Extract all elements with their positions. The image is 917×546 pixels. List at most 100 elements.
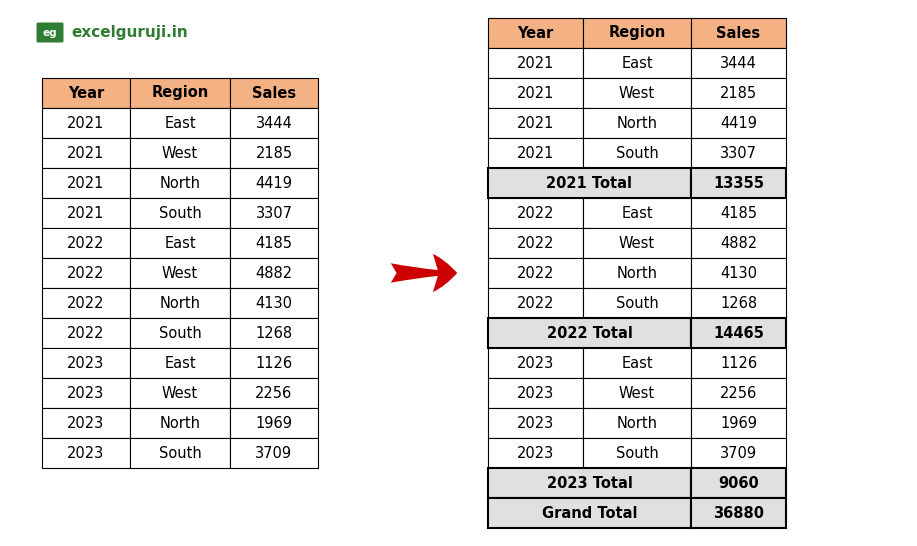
- Bar: [691, 318, 786, 348]
- Text: 2021: 2021: [517, 145, 554, 161]
- Bar: [691, 48, 786, 78]
- Bar: [230, 228, 318, 258]
- Text: 1126: 1126: [256, 355, 293, 371]
- Text: 2022: 2022: [517, 265, 554, 281]
- Text: 2256: 2256: [720, 385, 757, 401]
- Bar: [488, 168, 691, 198]
- Text: 3307: 3307: [256, 205, 293, 221]
- Bar: [42, 168, 130, 198]
- Text: 36880: 36880: [713, 506, 764, 520]
- Bar: [230, 198, 318, 228]
- Text: 2023: 2023: [67, 446, 105, 460]
- Bar: [488, 288, 583, 318]
- Bar: [488, 258, 583, 288]
- Bar: [488, 228, 583, 258]
- Bar: [130, 138, 230, 168]
- Bar: [488, 198, 583, 228]
- Bar: [583, 108, 691, 138]
- Bar: [488, 78, 583, 108]
- FancyBboxPatch shape: [37, 22, 63, 43]
- Bar: [691, 288, 786, 318]
- Text: 1268: 1268: [256, 325, 293, 341]
- Bar: [691, 468, 786, 498]
- Bar: [130, 198, 230, 228]
- Bar: [230, 348, 318, 378]
- Bar: [130, 348, 230, 378]
- Text: 2021: 2021: [517, 56, 554, 70]
- Text: Region: Region: [151, 86, 209, 100]
- Bar: [230, 288, 318, 318]
- Bar: [691, 138, 786, 168]
- Bar: [130, 288, 230, 318]
- Text: 2022: 2022: [67, 295, 105, 311]
- Bar: [488, 318, 691, 348]
- Text: excelguruji.in: excelguruji.in: [71, 25, 188, 40]
- Bar: [130, 78, 230, 108]
- Bar: [488, 438, 583, 468]
- Text: 2023: 2023: [517, 355, 554, 371]
- Bar: [691, 198, 786, 228]
- Text: West: West: [619, 235, 655, 251]
- Text: 2021 Total: 2021 Total: [547, 175, 633, 191]
- Text: 4419: 4419: [720, 116, 757, 130]
- Text: West: West: [619, 385, 655, 401]
- Text: 2021: 2021: [67, 175, 105, 191]
- Text: East: East: [164, 235, 196, 251]
- Bar: [583, 348, 691, 378]
- Text: 2021: 2021: [67, 145, 105, 161]
- Text: Sales: Sales: [716, 26, 760, 40]
- Text: 1969: 1969: [256, 416, 293, 430]
- Bar: [691, 498, 786, 528]
- Bar: [130, 168, 230, 198]
- Text: 1126: 1126: [720, 355, 757, 371]
- Text: West: West: [162, 265, 198, 281]
- Text: East: East: [621, 56, 653, 70]
- Bar: [488, 348, 583, 378]
- Bar: [583, 18, 691, 48]
- Text: North: North: [616, 265, 657, 281]
- Text: 4419: 4419: [256, 175, 293, 191]
- Text: Year: Year: [68, 86, 105, 100]
- Text: 1268: 1268: [720, 295, 757, 311]
- Text: North: North: [616, 116, 657, 130]
- Bar: [691, 408, 786, 438]
- Bar: [583, 138, 691, 168]
- Bar: [42, 348, 130, 378]
- Bar: [583, 378, 691, 408]
- Bar: [691, 228, 786, 258]
- Text: 3307: 3307: [720, 145, 757, 161]
- Bar: [488, 138, 583, 168]
- Text: East: East: [621, 205, 653, 221]
- Text: 2022: 2022: [517, 295, 554, 311]
- Bar: [691, 258, 786, 288]
- Bar: [130, 318, 230, 348]
- Bar: [691, 438, 786, 468]
- Bar: [691, 78, 786, 108]
- Bar: [42, 408, 130, 438]
- Bar: [42, 108, 130, 138]
- Text: 2023: 2023: [517, 446, 554, 460]
- Bar: [42, 138, 130, 168]
- Text: 3709: 3709: [256, 446, 293, 460]
- Text: 4185: 4185: [256, 235, 293, 251]
- Bar: [583, 288, 691, 318]
- Bar: [42, 318, 130, 348]
- Text: 4130: 4130: [256, 295, 293, 311]
- Bar: [42, 228, 130, 258]
- Bar: [130, 258, 230, 288]
- Text: North: North: [160, 295, 201, 311]
- Text: Region: Region: [608, 26, 666, 40]
- Bar: [691, 348, 786, 378]
- Text: 2022: 2022: [517, 205, 554, 221]
- Text: 4130: 4130: [720, 265, 757, 281]
- Text: 14465: 14465: [713, 325, 764, 341]
- Bar: [230, 408, 318, 438]
- Text: 2022: 2022: [67, 265, 105, 281]
- Text: 2022: 2022: [517, 235, 554, 251]
- Text: 2022: 2022: [67, 325, 105, 341]
- Text: West: West: [619, 86, 655, 100]
- Text: 9060: 9060: [718, 476, 759, 490]
- Bar: [42, 438, 130, 468]
- Bar: [691, 108, 786, 138]
- Bar: [130, 438, 230, 468]
